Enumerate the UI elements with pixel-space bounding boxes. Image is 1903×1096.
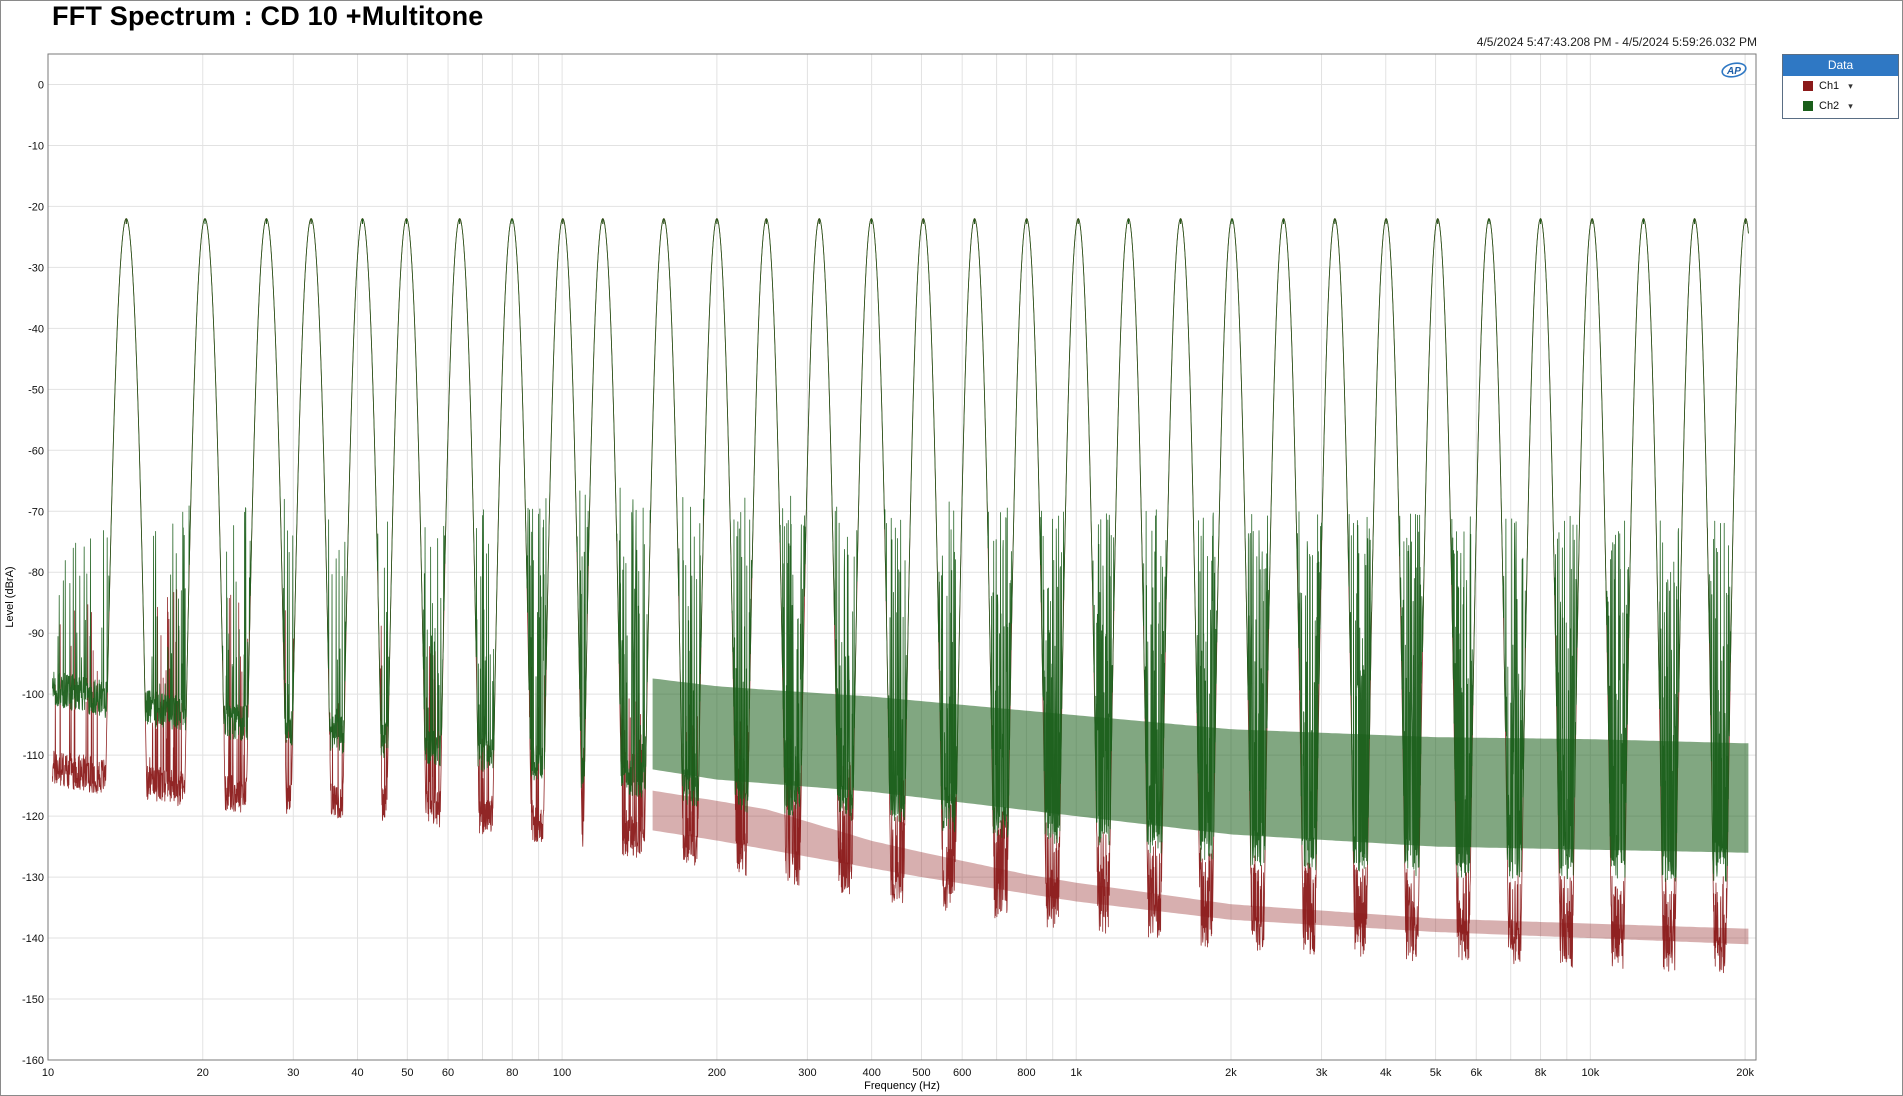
chevron-down-icon[interactable]: ▾ (1848, 81, 1853, 91)
x-tick-label: 40 (351, 1067, 363, 1079)
legend-header: Data (1783, 55, 1898, 76)
y-tick-label: -130 (22, 872, 44, 884)
chevron-down-icon[interactable]: ▾ (1848, 101, 1853, 111)
y-tick-label: -90 (28, 628, 44, 640)
grid (47, 54, 1756, 1061)
x-tick-label: 6k (1470, 1067, 1482, 1079)
legend-label-ch1: Ch1 (1819, 80, 1840, 92)
x-tick-label: 4k (1380, 1067, 1392, 1079)
series-group (52, 218, 1749, 974)
x-tick-label: 100 (553, 1067, 571, 1079)
chart-title: FFT Spectrum : CD 10 +Multitone (52, 1, 484, 31)
x-tick-label: 200 (708, 1067, 726, 1079)
x-tick-label: 500 (912, 1067, 930, 1079)
x-tick-label: 30 (287, 1067, 299, 1079)
y-tick-label: -70 (28, 506, 44, 518)
y-tick-label: -140 (22, 933, 44, 945)
y-tick-label: -110 (23, 750, 44, 762)
x-tick-label: 5k (1430, 1067, 1442, 1079)
y-tick-label: -40 (28, 323, 44, 335)
series-noise-band-ch2 (652, 678, 1749, 853)
y-tick-label: 0 (38, 79, 44, 91)
legend-panel: Data Ch1 ▾ Ch2 ▾ (1782, 54, 1899, 119)
x-tick-label: 2k (1225, 1067, 1237, 1079)
y-axis-label: Level (dBrA) (4, 566, 16, 627)
ch1-color-swatch (1803, 81, 1813, 91)
y-tick-label: -160 (22, 1055, 44, 1067)
y-tick-label: -100 (22, 689, 44, 701)
y-tick-label: -50 (28, 384, 44, 396)
legend-item-ch1[interactable]: Ch1 ▾ (1783, 76, 1898, 96)
y-tick-label: -10 (28, 140, 44, 152)
x-tick-label: 10 (42, 1067, 54, 1079)
x-tick-label: 20k (1736, 1067, 1754, 1079)
x-tick-label: 600 (953, 1067, 971, 1079)
x-tick-label: 80 (506, 1067, 518, 1079)
x-tick-label: 10k (1581, 1067, 1599, 1079)
tick-labels: 0 -10 -20 -30 -40 -50 -60 -70 -80 -90 -100 -110 -120… (22, 79, 1754, 1079)
ap-logo-icon: AP (1720, 61, 1748, 79)
x-tick-label: 8k (1535, 1067, 1547, 1079)
x-tick-label: 1k (1070, 1067, 1082, 1079)
series-noise-band-ch1 (652, 790, 1749, 945)
y-tick-label: -60 (28, 445, 44, 457)
measurement-timestamp: 4/5/2024 5:47:43.208 PM - 4/5/2024 5:59:… (1476, 35, 1757, 49)
legend-label-ch2: Ch2 (1819, 100, 1840, 112)
x-tick-label: 3k (1316, 1067, 1328, 1079)
plot-area (47, 53, 1757, 1061)
x-tick-label: 20 (197, 1067, 209, 1079)
ch2-color-swatch (1803, 101, 1813, 111)
x-tick-label: 400 (862, 1067, 880, 1079)
x-tick-label: 60 (442, 1067, 454, 1079)
x-axis-label: Frequency (Hz) (864, 1080, 940, 1092)
y-tick-label: -80 (28, 567, 44, 579)
x-tick-label: 300 (798, 1067, 816, 1079)
x-tick-label: 800 (1017, 1067, 1035, 1079)
legend-item-ch2[interactable]: Ch2 ▾ (1783, 96, 1898, 116)
x-tick-label: 50 (401, 1067, 413, 1079)
ap-logo-text: AP (1726, 66, 1741, 77)
y-tick-label: -30 (28, 262, 44, 274)
y-tick-label: -20 (28, 201, 44, 213)
y-tick-label: -150 (22, 994, 44, 1006)
y-tick-label: -120 (22, 811, 44, 823)
